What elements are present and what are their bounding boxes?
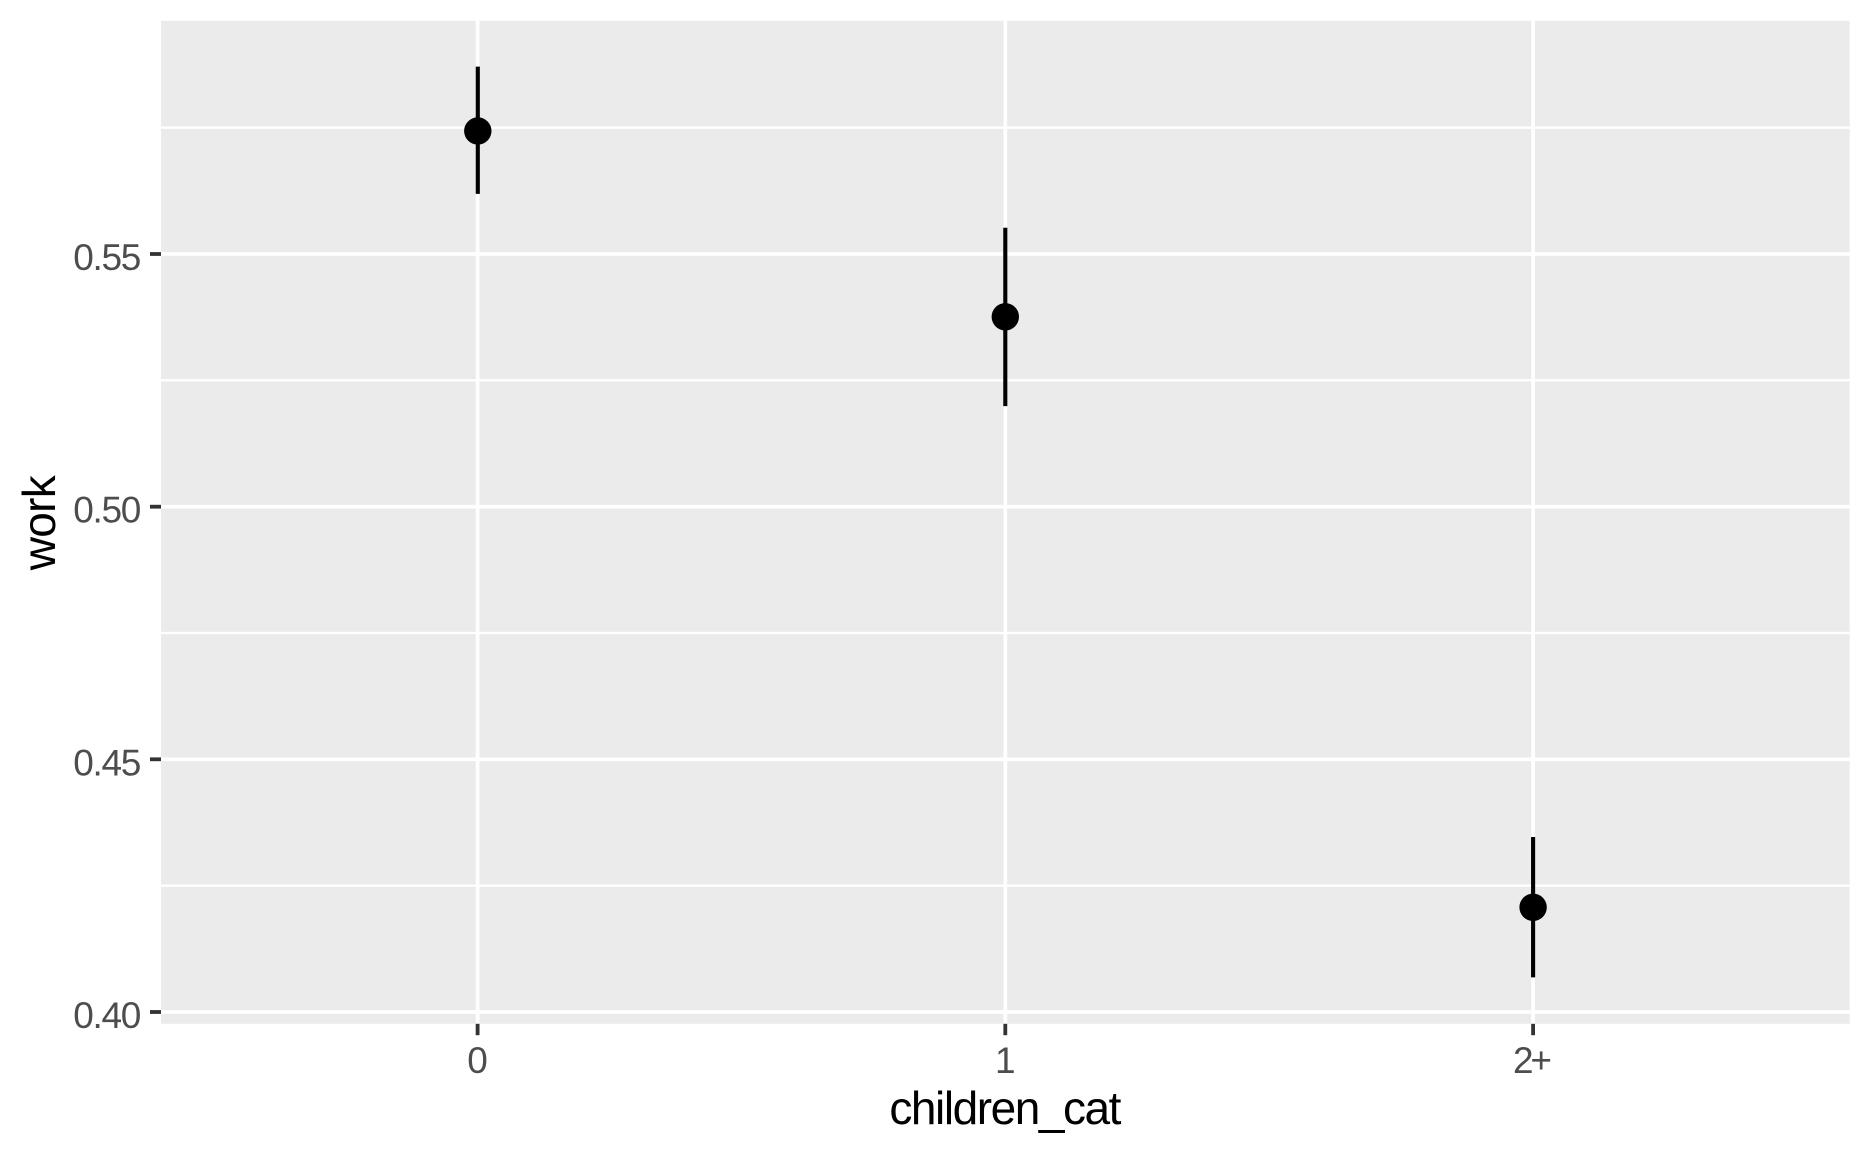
svg-text:children_cat: children_cat <box>889 1082 1121 1134</box>
svg-text:1: 1 <box>995 1040 1016 1081</box>
svg-text:work: work <box>13 474 65 571</box>
svg-text:2+: 2+ <box>1513 1040 1552 1081</box>
svg-text:0.45: 0.45 <box>73 742 141 783</box>
svg-text:0.55: 0.55 <box>73 237 141 278</box>
svg-text:0: 0 <box>467 1040 488 1081</box>
svg-text:0.40: 0.40 <box>73 995 141 1036</box>
svg-text:0.50: 0.50 <box>73 490 141 531</box>
